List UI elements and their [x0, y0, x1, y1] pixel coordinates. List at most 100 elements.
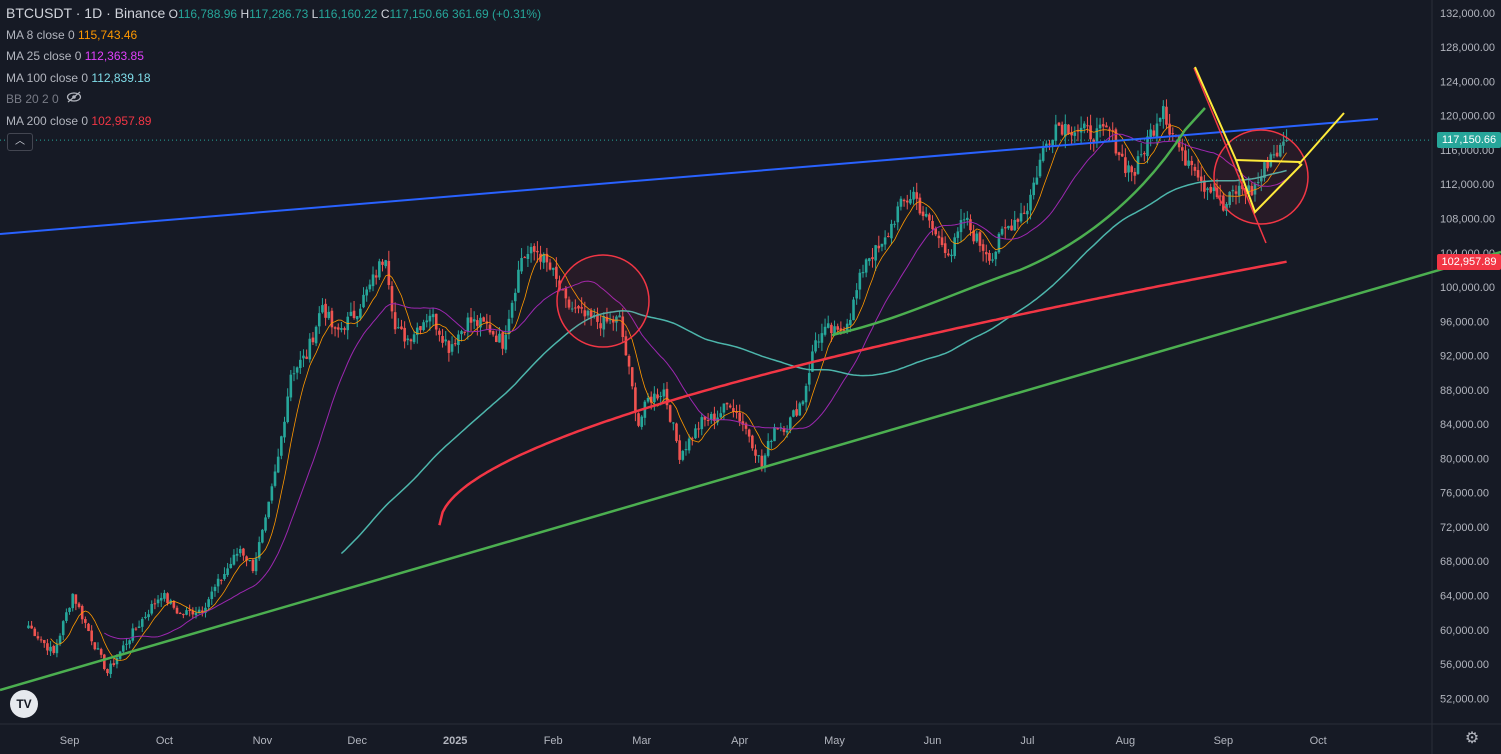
highlight-circle[interactable] [1213, 129, 1309, 225]
y-tick-label: 96,000.00 [1440, 316, 1489, 328]
candle-body [741, 421, 745, 425]
candle-body [950, 254, 953, 257]
candle-body [327, 311, 331, 319]
candle-body [1184, 150, 1187, 166]
candle-body [1029, 194, 1032, 211]
open-value: 116,788.96 [177, 7, 238, 21]
candle-body [735, 411, 738, 413]
candle-body [886, 236, 890, 238]
candle-body [956, 231, 960, 238]
candle-body [422, 322, 425, 331]
candle-body [823, 326, 827, 335]
candle-body [1070, 132, 1073, 136]
candle-body [292, 373, 296, 375]
candle-body [450, 344, 454, 352]
resistance-trendline[interactable] [0, 118, 1379, 235]
candle-body [397, 327, 400, 329]
candle-body [415, 327, 419, 335]
candle-body [362, 294, 365, 308]
tradingview-logo[interactable]: TV [10, 690, 38, 718]
candle-body [498, 333, 501, 343]
candle-body [807, 373, 811, 385]
candle-body [630, 367, 634, 387]
curved-support-line[interactable] [831, 107, 1206, 337]
candle-body [1222, 195, 1225, 211]
indicator-ma200[interactable]: MA 200 close 0 102,957.89 [6, 111, 541, 133]
candle-body [880, 243, 884, 247]
candle-body [517, 269, 520, 293]
candle-body [1019, 213, 1023, 222]
candle-body [1278, 144, 1282, 157]
candle-body [276, 456, 280, 473]
candle-body [1158, 117, 1162, 122]
candle-body [1105, 125, 1108, 128]
y-tick-label: 108,000.00 [1440, 213, 1495, 225]
candle-body [1244, 188, 1247, 194]
candle-body [431, 314, 435, 318]
candle-body [662, 389, 666, 397]
indicator-name: BB 20 2 0 [6, 92, 59, 106]
candle-body [1064, 123, 1067, 137]
candle-body [441, 336, 444, 343]
candle-body [1041, 147, 1045, 161]
support-trendline[interactable] [0, 250, 1501, 692]
y-tick-label: 56,000.00 [1440, 659, 1489, 671]
candle-body [861, 272, 865, 274]
candle-body [1045, 143, 1048, 147]
x-tick-label: Aug [1116, 735, 1136, 747]
highlight-circle[interactable] [556, 254, 650, 348]
candle-body [1073, 132, 1077, 136]
yellow-triangle[interactable] [1194, 66, 1303, 214]
indicator-bb[interactable]: BB 20 2 0 [6, 89, 541, 111]
candle-body [1193, 166, 1197, 171]
candle-body [283, 421, 286, 438]
candle-body [406, 338, 410, 341]
candle-body [795, 409, 798, 416]
candle-body [801, 401, 805, 405]
falling-wedge-line[interactable] [1193, 67, 1267, 244]
candle-body [400, 326, 403, 330]
candle-body [997, 233, 1001, 253]
indicator-ma100[interactable]: MA 100 close 0 112,839.18 [6, 68, 541, 90]
candle-body [744, 423, 748, 429]
candle-body [58, 635, 62, 644]
close-value: 117,150.66 [389, 7, 449, 21]
y-tick-label: 100,000.00 [1440, 282, 1495, 294]
eye-hidden-icon[interactable] [66, 89, 82, 111]
candle-body [905, 200, 909, 203]
candle-body [1206, 188, 1209, 191]
indicator-ma25[interactable]: MA 25 close 0 112,363.85 [6, 46, 541, 68]
candle-body [99, 649, 103, 655]
candle-body [355, 316, 359, 320]
candle-body [134, 628, 138, 630]
candle-body [969, 219, 972, 231]
candle-body [532, 246, 536, 252]
candle-body [751, 435, 754, 449]
candle-body [653, 393, 656, 403]
candle-body [1149, 129, 1152, 139]
candle-body [1089, 125, 1092, 140]
candle-body [52, 645, 56, 653]
gear-icon[interactable]: ⚙ [1464, 730, 1480, 747]
collapse-legend-button[interactable]: ︿ [7, 133, 33, 151]
candle-body [596, 314, 599, 322]
breakout-arrow-line[interactable] [1298, 112, 1345, 165]
candle-body [185, 610, 188, 615]
candle-body [804, 385, 808, 403]
candle-body [295, 367, 299, 373]
candle-body [962, 219, 966, 221]
candle-body [912, 191, 915, 200]
candle-body [890, 223, 893, 239]
candle-body [1048, 143, 1051, 145]
candle-body [909, 199, 912, 204]
candle-body [776, 427, 779, 430]
indicator-ma8[interactable]: MA 8 close 0 115,743.46 [6, 25, 541, 47]
candle-body [273, 471, 277, 486]
indicator-name: MA 8 close 0 [6, 27, 75, 42]
symbol-label[interactable]: BTCUSDT · 1D · Binance [6, 5, 166, 21]
x-tick-label: Jun [924, 735, 942, 747]
candle-body [476, 320, 479, 326]
candle-body [918, 197, 922, 214]
y-tick-label: 132,000.00 [1440, 8, 1495, 20]
